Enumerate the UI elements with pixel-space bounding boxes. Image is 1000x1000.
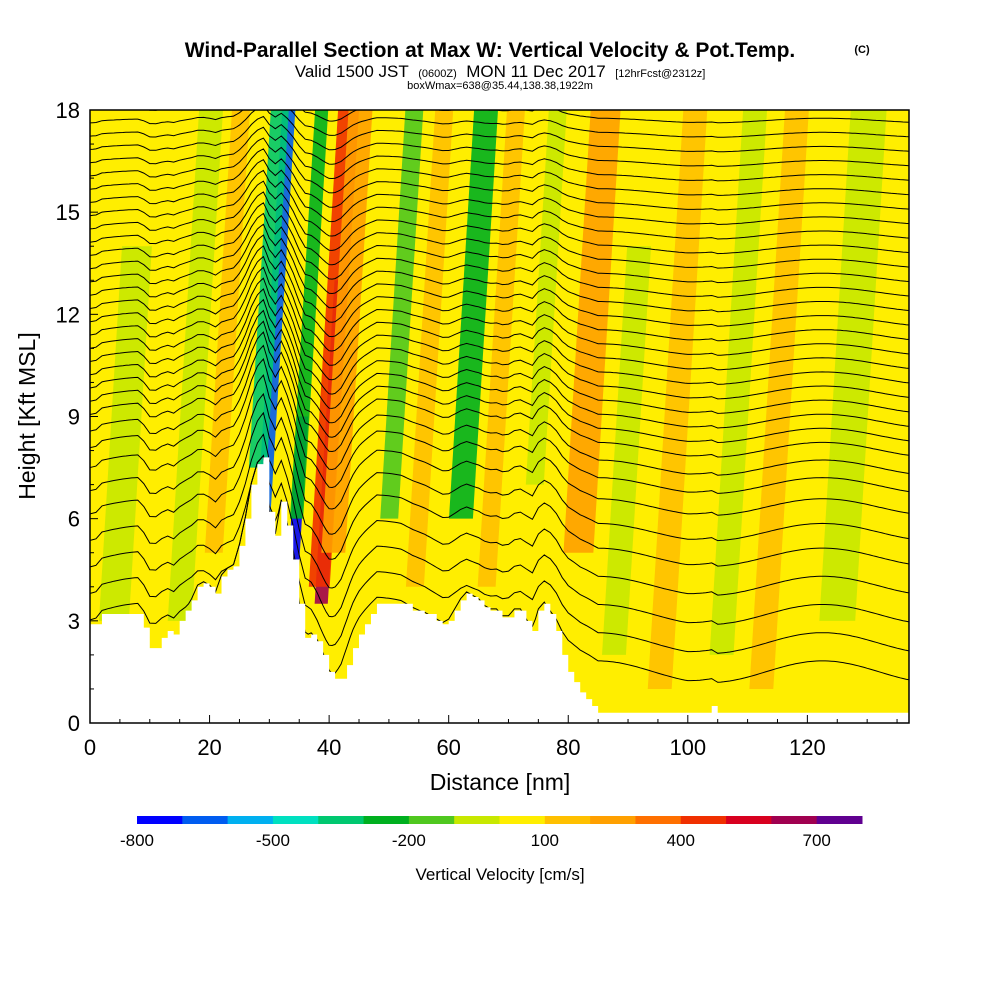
isentrope-line <box>90 344 909 476</box>
isentrope-line <box>90 191 909 269</box>
colorbar-swatch <box>227 816 274 824</box>
colorbar-tick-label: -800 <box>120 831 154 850</box>
colorbar-tick-label: 100 <box>531 831 559 850</box>
isentrope-line <box>90 148 909 211</box>
colorbar-tick-label: -500 <box>256 831 290 850</box>
y-tick-label: 6 <box>68 507 80 532</box>
isentrope-line <box>90 115 909 167</box>
box-max-label: boxWmax=638@35.44,138.38,1922m <box>407 80 593 92</box>
x-axis: 0 20 40 60 80 100 120 <box>84 715 898 760</box>
isentrope-line <box>90 288 909 400</box>
chart-subtitle: Valid 1500 JST (0600Z) MON 11 Dec 2017 [… <box>295 62 706 81</box>
isentrope-line <box>90 266 909 371</box>
isentrope-line <box>90 255 909 356</box>
y-tick-label: 15 <box>56 200 80 225</box>
velocity-band <box>405 110 454 587</box>
colorbar-tick-label: 400 <box>667 831 695 850</box>
forecast-label: [12hrFcst@2312z] <box>615 68 705 80</box>
x-tick-label: 60 <box>436 735 460 760</box>
velocity-band <box>167 110 224 621</box>
colorbar-swatch <box>272 816 319 824</box>
velocity-band <box>602 246 652 655</box>
colorbar-swatch <box>137 816 183 824</box>
velocity-band <box>321 110 373 553</box>
isentrope-line <box>90 110 909 153</box>
x-tick-label: 20 <box>197 735 221 760</box>
isentrope-line <box>90 212 909 298</box>
x-tick-label: 100 <box>669 735 706 760</box>
isentrope-line <box>90 392 909 542</box>
colorbar-swatch <box>454 816 500 824</box>
colorbar-label: Vertical Velocity [cm/s] <box>415 865 584 884</box>
colorbar-swatch <box>544 816 591 824</box>
isentrope-line <box>90 169 909 240</box>
isentrope-line <box>90 320 909 444</box>
y-tick-label: 3 <box>68 609 80 634</box>
colorbar-swatch <box>726 816 772 824</box>
valid-date: MON 11 Dec 2017 <box>466 62 606 81</box>
velocity-band <box>749 110 809 689</box>
velocity-band <box>204 110 250 553</box>
velocity-band <box>647 110 708 689</box>
x-tick-label: 0 <box>84 735 96 760</box>
colorbar-swatch <box>590 816 636 824</box>
velocity-band <box>525 110 567 485</box>
chart-title: Wind-Parallel Section at Max W: Vertical… <box>185 39 796 62</box>
velocity-band <box>563 110 621 553</box>
y-tick-label: 0 <box>68 711 80 736</box>
isentrope-line <box>90 137 909 196</box>
isentrope-line <box>90 454 909 625</box>
colorbar-swatch <box>680 816 727 824</box>
isentrope-line <box>90 159 909 226</box>
x-tick-label: 120 <box>789 735 826 760</box>
y-axis: 0 3 6 9 12 15 18 <box>56 98 98 736</box>
x-tick-label: 80 <box>556 735 580 760</box>
velocity-band <box>448 110 499 519</box>
x-axis-label: Distance [nm] <box>430 769 571 795</box>
valid-time: Valid 1500 JST <box>295 62 409 81</box>
isentrope-line <box>90 223 909 313</box>
isentrope-line <box>90 309 909 429</box>
velocity-band <box>819 110 887 621</box>
isentrope-line <box>90 433 909 596</box>
colorbar-swatch <box>816 816 863 824</box>
velocity-band <box>289 110 329 519</box>
isentrope-line <box>90 357 909 494</box>
isentrope-line <box>90 298 909 414</box>
y-tick-label: 12 <box>56 302 80 327</box>
isentrope-line <box>90 277 909 385</box>
colorbar-swatch <box>771 816 818 824</box>
y-axis-label: Height [Kft MSL] <box>14 332 40 499</box>
y-tick-label: 9 <box>68 405 80 430</box>
copyright-mark: (C) <box>854 44 870 56</box>
isentrope-line <box>90 411 909 567</box>
colorbar-swatch <box>499 816 546 824</box>
colorbar: -800 -500 -200 100 400 700 <box>120 816 863 850</box>
y-tick-label: 18 <box>56 98 80 123</box>
colorbar-swatch <box>182 816 229 824</box>
isentrope-line <box>90 110 909 138</box>
colorbar-swatch <box>635 816 682 824</box>
colorbar-tick-label: 700 <box>803 831 831 850</box>
isentrope-line <box>90 454 909 654</box>
isentrope-line <box>90 374 909 516</box>
colorbar-swatch <box>363 816 410 824</box>
x-tick-label: 40 <box>317 735 341 760</box>
valid-utc: (0600Z) <box>418 68 457 80</box>
velocity-band <box>248 110 289 468</box>
isentrope-line <box>90 202 909 284</box>
colorbar-tick-label: -200 <box>392 831 426 850</box>
isentrope-line <box>90 180 909 255</box>
isentrope-line <box>90 234 909 327</box>
isentrope-line <box>90 331 909 458</box>
colorbar-swatch <box>408 816 455 824</box>
colorbar-swatch <box>318 816 365 824</box>
isentrope-line <box>90 245 909 342</box>
terrain-mask <box>90 457 909 723</box>
velocity-band <box>98 246 152 621</box>
isentrope-line <box>90 126 909 182</box>
